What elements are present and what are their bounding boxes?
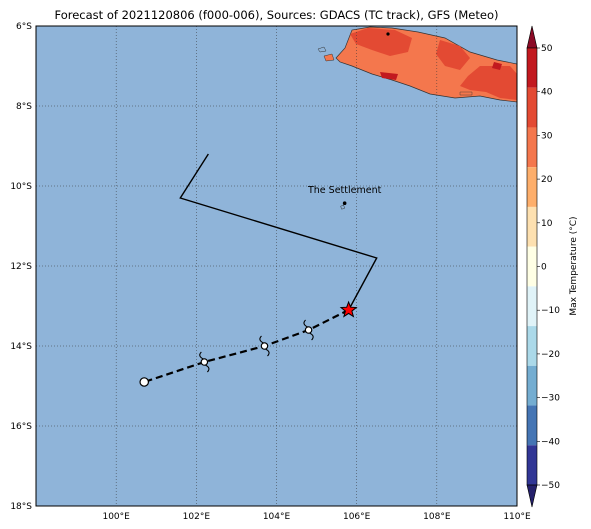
cyclone-symbol-icon <box>259 335 270 357</box>
cyclone-arm <box>309 332 314 341</box>
x-tick-label: 106°E <box>343 512 371 522</box>
x-tick-label: 100°E <box>102 512 130 522</box>
colorbar-extend-bottom <box>526 484 538 508</box>
colorbar-tick-label: 40 <box>541 88 553 98</box>
past-track-line <box>179 153 378 311</box>
cyclone-arm <box>259 335 264 344</box>
colorbar-extend-top <box>526 25 538 49</box>
colorbar-tick-label: −20 <box>541 350 560 360</box>
colorbar-bin <box>527 326 537 366</box>
cyclone-arm <box>199 351 204 360</box>
colorbar-tick-label: 10 <box>541 219 553 229</box>
x-axis-ticks: 100°E 102°E 104°E 106°E 108°E 110°E <box>102 512 531 522</box>
colorbar-bin <box>527 445 537 485</box>
colorbar-bin <box>527 48 537 88</box>
cyclone-eye <box>304 326 313 334</box>
land-java <box>317 26 518 103</box>
colorbar-bin <box>527 405 537 446</box>
y-tick-label: 10°S <box>10 182 32 192</box>
colorbar-bin <box>527 286 537 327</box>
colorbar-tick-label: 0 <box>541 263 547 273</box>
y-tick-label: 16°S <box>10 422 32 432</box>
y-tick-label: 6°S <box>16 22 32 32</box>
cyclone-arm <box>303 319 308 328</box>
x-tick-label: 110°E <box>503 512 531 522</box>
current-position-star-icon <box>339 300 358 318</box>
colorbar-tick-label: −40 <box>541 437 560 447</box>
cyclone-arm <box>205 364 210 373</box>
cyclone-symbol-icon <box>303 319 314 341</box>
colorbar-bin <box>527 167 537 207</box>
map-grid <box>36 26 517 506</box>
colorbar-label: Max Temperature (°C) <box>569 216 579 315</box>
colorbar-tick-label: 50 <box>541 44 553 54</box>
x-tick-label: 104°E <box>263 512 291 522</box>
colorbar-bin <box>527 87 537 128</box>
colorbar-bin <box>527 127 537 168</box>
colorbar-tick-label: 20 <box>541 175 553 185</box>
y-tick-label: 12°S <box>10 262 32 272</box>
cyclone-eye <box>260 342 269 350</box>
x-tick-label: 102°E <box>183 512 211 522</box>
colorbar-tick-label: −30 <box>541 394 560 404</box>
map-title: Forecast of 2021120806 (f000-006), Sourc… <box>54 8 499 22</box>
map-frame <box>35 25 518 507</box>
cyclone-track <box>139 153 378 387</box>
cyclone-eye <box>200 358 209 366</box>
cyclone-symbol-icon <box>199 351 210 373</box>
cyclone-arm <box>265 348 270 357</box>
y-tick-label: 8°S <box>16 102 32 112</box>
forecast-end-circle <box>139 377 150 387</box>
colorbar-bin <box>527 365 537 406</box>
map-panel: The Settlement <box>35 25 518 507</box>
colorbar-tick-label: 30 <box>541 131 553 141</box>
y-tick-label: 18°S <box>10 502 32 512</box>
colorbar: 50 40 30 20 10 0 −10 −20 −30 −40 −50 <box>526 25 560 508</box>
x-tick-label: 108°E <box>423 512 451 522</box>
colorbar-bin <box>527 246 537 287</box>
y-axis-ticks: 6°S 8°S 10°S 12°S 14°S 16°S 18°S <box>10 22 32 512</box>
colorbar-bin <box>527 206 537 247</box>
colorbar-tick-label: −10 <box>541 306 560 316</box>
colorbar-tick-label: −50 <box>541 481 560 491</box>
place-marker: The Settlement <box>307 185 382 210</box>
y-tick-label: 14°S <box>10 342 32 352</box>
place-label: The Settlement <box>307 185 382 196</box>
